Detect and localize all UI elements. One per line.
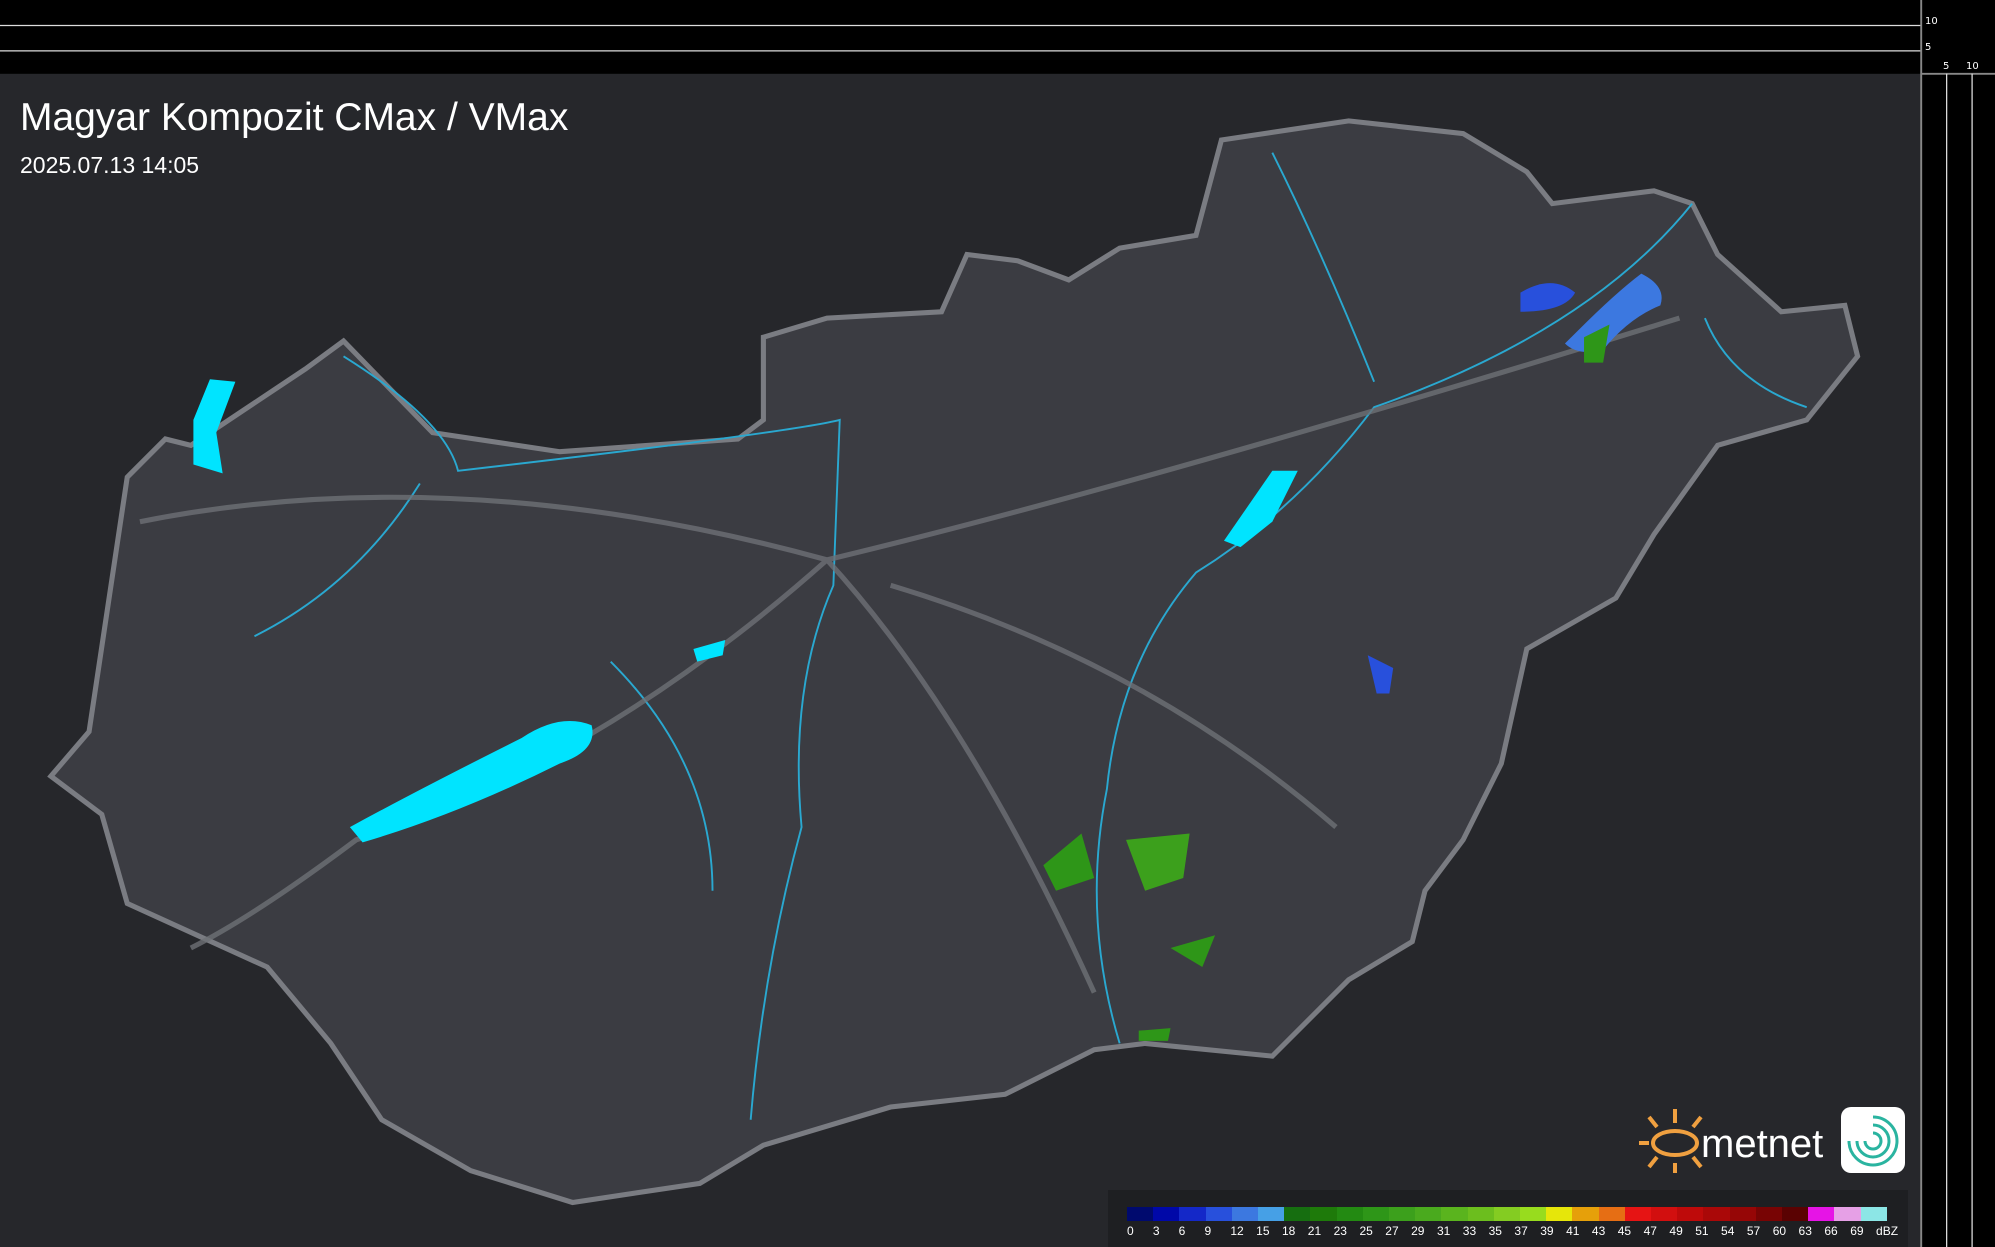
legend-swatch: [1624, 1207, 1652, 1221]
legend-swatch: [1310, 1207, 1337, 1221]
svg-text:metnet: metnet: [1701, 1122, 1823, 1166]
top-tick-10: 10: [1925, 16, 1938, 27]
legend-swatch: [1834, 1207, 1861, 1221]
legend-swatch: [1258, 1207, 1285, 1221]
legend-label: 51: [1695, 1224, 1709, 1238]
legend-swatch: [1598, 1207, 1625, 1221]
legend-label: 35: [1488, 1224, 1502, 1238]
legend-label: 0: [1127, 1224, 1134, 1238]
legend-swatch: [1651, 1207, 1678, 1221]
legend-label: 54: [1721, 1224, 1735, 1238]
legend-label: 12: [1230, 1224, 1244, 1238]
legend-swatch: [1127, 1207, 1154, 1221]
legend-label: 66: [1824, 1224, 1838, 1238]
legend-swatch: [1179, 1207, 1206, 1221]
legend-label: 57: [1746, 1224, 1761, 1238]
legend-color-bar: [1127, 1207, 1887, 1221]
legend-label: 63: [1798, 1224, 1812, 1238]
legend-label: 37: [1514, 1224, 1528, 1238]
legend-label: 15: [1256, 1224, 1270, 1238]
legend-swatch: [1782, 1207, 1809, 1221]
legend-swatch: [1336, 1207, 1363, 1221]
lake-balaton: [349, 721, 593, 843]
legend-label: 31: [1436, 1224, 1451, 1238]
legend-swatch: [1493, 1207, 1521, 1221]
legend-label: 43: [1591, 1224, 1606, 1238]
legend-label: 47: [1643, 1224, 1657, 1238]
lake-ferto: [193, 379, 236, 474]
map-title: Magyar Kompozit CMax / VMax: [20, 96, 569, 139]
legend-swatch: [1231, 1207, 1259, 1221]
legend-label: 45: [1617, 1224, 1632, 1238]
hungary-land: [47, 118, 1861, 1206]
legend-swatch: [1755, 1207, 1783, 1221]
legend-label: 33: [1462, 1224, 1477, 1238]
top-tick-5: 5: [1925, 42, 1932, 53]
legend-swatch: [1441, 1207, 1468, 1221]
legend-swatch: [1729, 1207, 1756, 1221]
legend-swatch: [1860, 1207, 1887, 1221]
legend-label: 23: [1333, 1224, 1347, 1238]
legend-swatch: [1362, 1207, 1390, 1221]
legend-swatch: [1703, 1207, 1730, 1221]
legend-swatch: [1546, 1207, 1573, 1221]
swirl-icon: [1847, 1115, 1899, 1167]
legend-swatch: [1808, 1207, 1835, 1221]
legend-swatch: [1389, 1207, 1416, 1221]
lakes: [193, 379, 1298, 843]
legend-swatch: [1284, 1207, 1311, 1221]
legend-label: 27: [1385, 1224, 1399, 1238]
legend-label: 21: [1307, 1224, 1322, 1238]
legend-label: 18: [1281, 1224, 1296, 1238]
legend-swatch: [1153, 1207, 1180, 1221]
lake-tisza: [1223, 470, 1298, 548]
sun-icon: [1639, 1109, 1703, 1173]
legend-label: 29: [1411, 1224, 1425, 1238]
right-tick-10: 10: [1966, 61, 1979, 72]
legend-label: 6: [1178, 1224, 1186, 1238]
legend-swatch: [1520, 1207, 1547, 1221]
legend-label: 25: [1359, 1224, 1373, 1238]
legend-labels: 0 3 6 9 12 15 18 21 23 25 27 29 31 33 35 37 39 41 43 45 47 49…: [1127, 1224, 1902, 1238]
legend-swatch: [1415, 1207, 1442, 1221]
metnet-logo: metnet: [1639, 1107, 1905, 1173]
dbz-legend: 0 3 6 9 12 15 18 21 23 25 27 29 31 33 35 37 39 41 43 45 47 49…: [1108, 1190, 1908, 1247]
legend-label: 3: [1152, 1224, 1160, 1238]
legend-label: 60: [1772, 1224, 1787, 1238]
legend-label: 9: [1204, 1224, 1212, 1238]
legend-swatch: [1572, 1207, 1599, 1221]
rivers: [254, 152, 1807, 1120]
legend-swatch: [1467, 1207, 1494, 1221]
legend-label: 69: [1850, 1224, 1864, 1238]
legend-unit: dBZ: [1876, 1224, 1899, 1238]
map-timestamp: 2025.07.13 14:05: [20, 152, 200, 178]
lake-velence: [693, 640, 726, 662]
right-tick-5: 5: [1943, 61, 1950, 72]
legend-label: 39: [1540, 1224, 1554, 1238]
legend-swatch: [1205, 1207, 1232, 1221]
radar-echoes: [1043, 57, 1941, 1041]
legend-label: 41: [1566, 1224, 1580, 1238]
legend-label: 49: [1669, 1224, 1683, 1238]
legend-swatch: [1677, 1207, 1704, 1221]
